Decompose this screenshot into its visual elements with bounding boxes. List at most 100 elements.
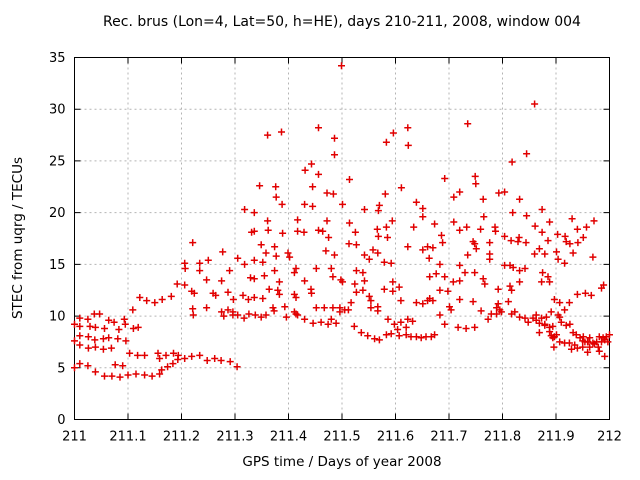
data-point-marker (346, 219, 353, 227)
data-point-marker (327, 315, 335, 323)
data-point-marker (141, 371, 149, 379)
data-point-marker (76, 360, 84, 368)
data-point-marker (367, 297, 375, 305)
data-point-marker (454, 323, 462, 331)
data-point-marker (351, 228, 359, 236)
data-point-marker (553, 248, 560, 256)
data-point-marker (600, 281, 608, 289)
data-point-marker (562, 238, 570, 246)
x-tick-label: 212 (597, 430, 622, 445)
data-point-marker (402, 323, 410, 331)
data-point-marker (541, 250, 549, 258)
data-point-marker (338, 62, 345, 70)
data-point-marker (91, 368, 99, 376)
data-point-marker (71, 320, 78, 328)
data-point-marker (134, 323, 142, 331)
data-point-marker (495, 189, 503, 197)
data-point-marker (477, 225, 485, 233)
data-point-marker (119, 362, 127, 370)
data-point-marker (539, 269, 547, 277)
data-point-marker (441, 175, 449, 182)
data-point-marker (148, 372, 156, 380)
data-point-marker (323, 217, 331, 225)
data-point-marker (404, 243, 412, 251)
data-point-marker (290, 269, 298, 277)
data-point-marker (317, 318, 325, 326)
data-point-marker (542, 313, 550, 321)
data-point-marker (350, 322, 358, 330)
data-point-marker (374, 307, 382, 315)
data-point-marker (219, 248, 227, 256)
data-point-marker (217, 357, 225, 364)
data-point-marker (471, 172, 479, 180)
data-point-marker (494, 300, 502, 308)
data-point-marker (170, 349, 177, 357)
data-point-marker (101, 325, 108, 332)
data-point-marker (561, 259, 569, 267)
data-point-marker (397, 297, 405, 305)
y-tick-label: 15 (49, 258, 66, 273)
data-point-marker (256, 182, 264, 190)
data-point-marker (429, 244, 437, 252)
data-point-marker (203, 357, 211, 364)
data-point-marker (301, 200, 309, 208)
data-point-marker (412, 198, 420, 206)
data-point-marker (99, 345, 107, 353)
data-point-marker (409, 317, 417, 325)
data-point-marker (514, 238, 522, 246)
data-point-marker (226, 358, 234, 366)
data-point-marker (586, 343, 594, 351)
data-point-marker (315, 124, 322, 132)
data-point-marker (115, 326, 123, 333)
data-point-marker (96, 310, 104, 318)
data-point-marker (294, 311, 302, 319)
data-point-marker (275, 290, 283, 298)
data-point-marker (538, 314, 546, 322)
data-point-marker (394, 326, 402, 333)
data-point-marker (479, 275, 487, 283)
data-point-marker (419, 246, 427, 254)
data-point-marker (375, 336, 383, 344)
data-point-marker (373, 225, 381, 233)
data-point-marker (573, 225, 581, 233)
data-point-marker (493, 310, 501, 318)
data-point-marker (320, 304, 328, 312)
data-point-marker (546, 278, 554, 286)
data-point-marker (501, 232, 509, 240)
data-point-marker (515, 234, 523, 241)
y-tick-label: 0 (57, 413, 65, 428)
data-point-marker (190, 289, 198, 297)
data-point-marker (566, 320, 574, 328)
data-point-marker (479, 195, 487, 203)
data-point-marker (257, 313, 265, 321)
data-point-marker (447, 306, 455, 314)
data-point-marker (419, 300, 427, 308)
data-point-marker (480, 213, 488, 221)
data-point-marker (71, 337, 78, 345)
data-point-marker (274, 286, 282, 294)
data-point-marker (284, 249, 292, 257)
data-point-marker (301, 277, 309, 285)
y-tick-label: 35 (49, 51, 66, 66)
data-point-marker (436, 286, 444, 294)
y-tick-label: 20 (49, 206, 66, 221)
data-point-marker (484, 315, 492, 323)
data-point-marker (158, 366, 166, 374)
data-point-marker (312, 265, 320, 272)
data-point-marker (584, 348, 592, 356)
data-point-marker (566, 240, 574, 248)
data-point-marker (331, 251, 338, 259)
x-tick-label: 211.2 (163, 430, 200, 445)
data-point-marker (264, 131, 272, 139)
data-point-marker (568, 345, 575, 353)
data-point-marker (224, 288, 232, 296)
y-tick-label: 30 (49, 103, 66, 118)
data-point-marker (226, 267, 234, 275)
data-point-marker (282, 313, 290, 321)
data-point-marker (464, 120, 472, 128)
data-point-marker (561, 306, 569, 314)
data-point-marker (250, 294, 258, 301)
data-point-marker (324, 320, 332, 328)
data-point-marker (574, 239, 582, 247)
data-point-marker (595, 347, 603, 355)
